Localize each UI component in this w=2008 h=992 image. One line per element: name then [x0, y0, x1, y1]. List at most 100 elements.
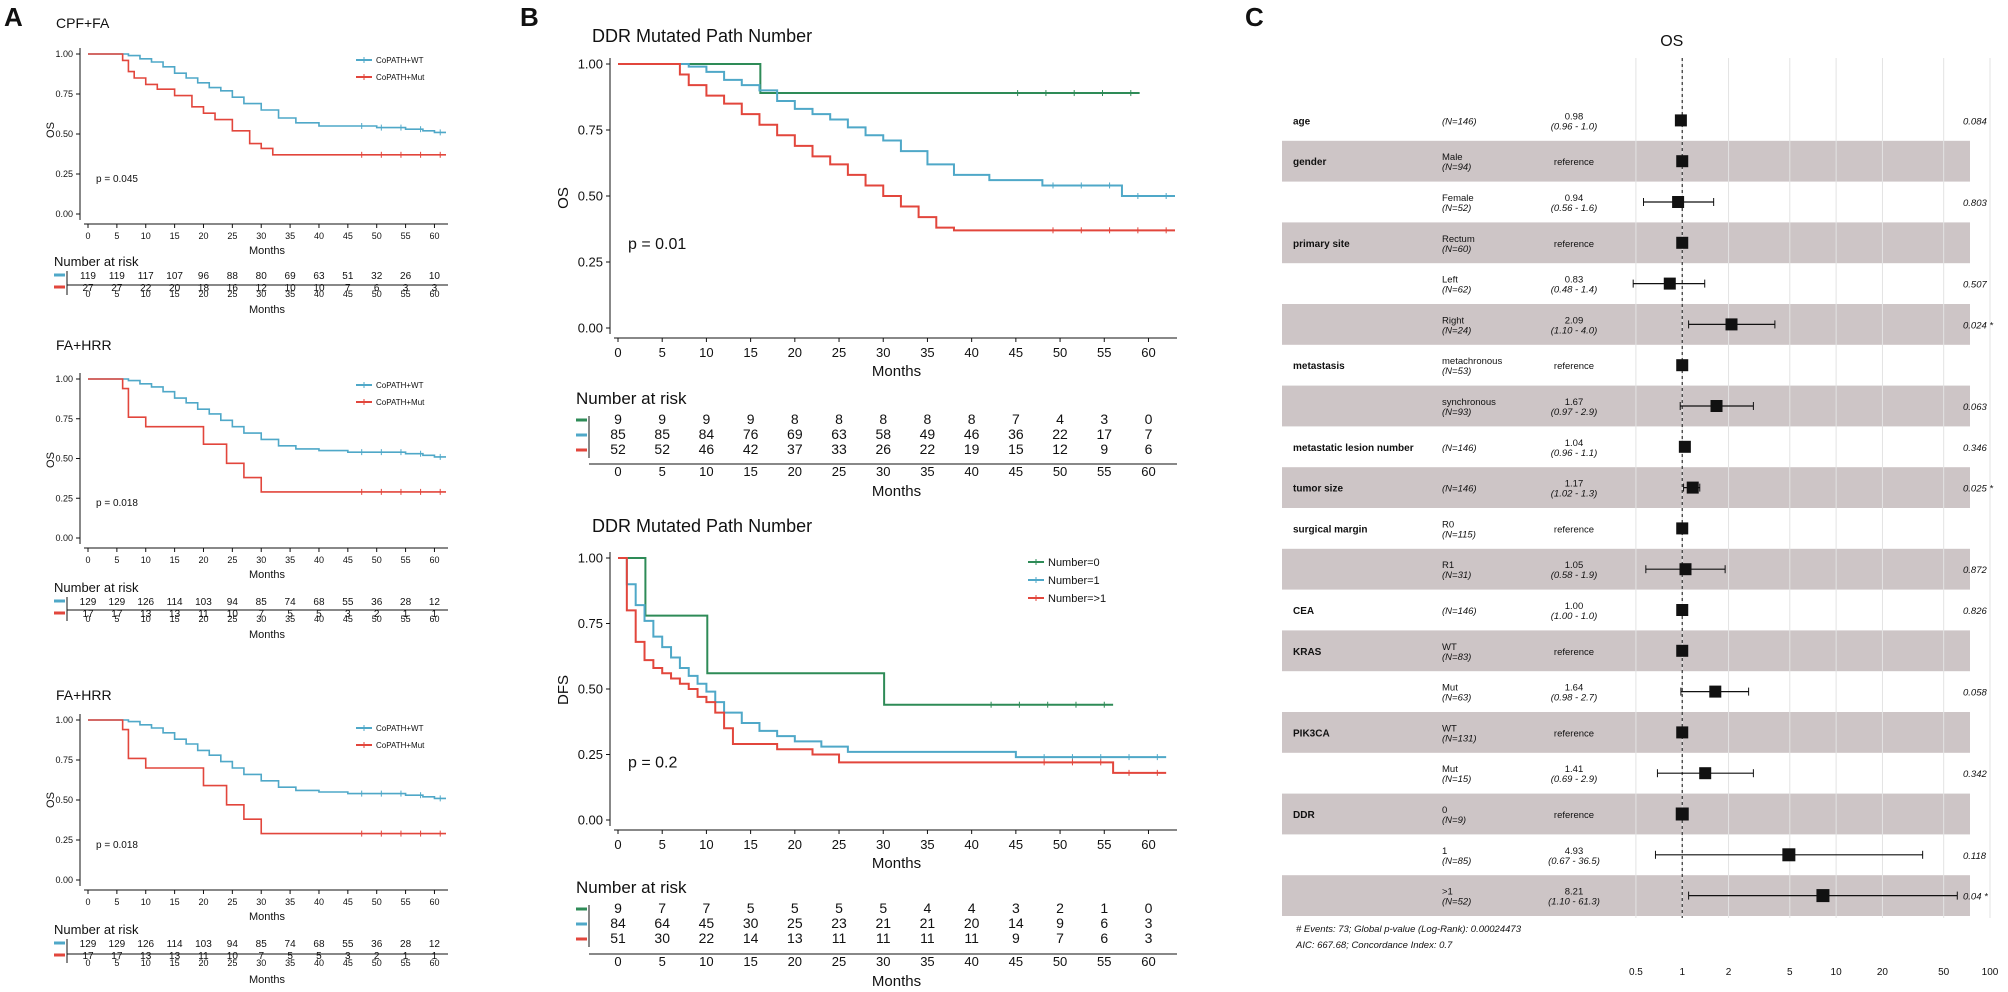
level-label: Rectum	[1442, 234, 1475, 245]
x-tick-label: 40	[314, 897, 324, 907]
risk-x-tick-label: 50	[1053, 464, 1067, 479]
ci-label: (0.48 - 1.4)	[1551, 285, 1597, 296]
p-label: 0.803	[1963, 198, 1987, 209]
risk-value: 51	[342, 271, 354, 282]
risk-value: 21	[875, 915, 891, 931]
y-tick-label: 0.00	[55, 209, 73, 219]
hr-label: reference	[1554, 361, 1594, 372]
x-tick-label: 15	[170, 231, 180, 241]
hr-label: reference	[1554, 239, 1594, 250]
risk-x-tick-label: 5	[659, 464, 666, 479]
y-tick-label: 0.50	[578, 189, 603, 204]
risk-value: 119	[80, 271, 96, 282]
p-value: p = 0.2	[628, 755, 677, 772]
risk-value: 96	[198, 271, 210, 282]
km-curve-CoPATH+WT	[88, 53, 446, 134]
risk-x-tick-label: 0	[614, 954, 621, 969]
p-value: p = 0.045	[96, 174, 138, 185]
risk-title: Number at risk	[576, 389, 687, 408]
risk-value: 8	[879, 411, 887, 427]
km-curve-Number=>1	[618, 557, 1167, 774]
ci-label: (0.96 - 1.0)	[1551, 121, 1597, 132]
level-label: Right	[1442, 315, 1465, 326]
risk-value: 94	[227, 597, 239, 608]
risk-x-tick-label: 45	[1009, 954, 1023, 969]
risk-value: 12	[429, 939, 441, 950]
hr-label: reference	[1554, 647, 1594, 658]
y-tick-label: 1.00	[578, 57, 603, 72]
risk-x-tick-label: 10	[141, 614, 151, 624]
risk-value: 11	[876, 930, 891, 946]
risk-value: 33	[831, 441, 847, 457]
km-curve-Number=0	[618, 557, 1114, 706]
hr-label: reference	[1554, 524, 1594, 535]
row-shade	[1282, 712, 1970, 753]
risk-value: 11	[920, 930, 935, 946]
hr-marker	[1676, 522, 1689, 535]
n-label: (N=9)	[1442, 815, 1466, 826]
risk-x-tick-label: 20	[198, 614, 208, 624]
risk-value: 5	[835, 900, 843, 916]
x-tick-label: 45	[1009, 837, 1023, 852]
risk-value: 129	[109, 597, 126, 608]
risk-value: 2	[374, 609, 380, 620]
risk-x-tick-label: 25	[227, 614, 237, 624]
hr-label: 1.04	[1565, 438, 1584, 449]
forest-x-tick-label: 10	[1831, 967, 1843, 978]
risk-value: 129	[80, 939, 97, 950]
risk-value: 114	[167, 939, 183, 950]
y-tick-label: 0.75	[578, 616, 603, 631]
risk-value: 52	[610, 441, 626, 457]
risk-x-tick-label: 25	[227, 289, 237, 299]
x-tick-label: 50	[1053, 837, 1067, 852]
risk-x-tick-label: 50	[372, 289, 382, 299]
km-curve-CoPATH+Mut	[88, 719, 446, 835]
hr-marker	[1675, 807, 1689, 821]
level-label: Male	[1442, 152, 1463, 163]
risk-value: 1	[432, 951, 438, 962]
hr-marker	[1672, 196, 1685, 208]
risk-value: 94	[227, 939, 239, 950]
risk-x-tick-label: 10	[699, 954, 713, 969]
risk-value: 13	[140, 609, 152, 620]
risk-value: 68	[313, 939, 325, 950]
risk-value: 46	[699, 441, 715, 457]
risk-value: 10	[285, 283, 297, 294]
hr-label: reference	[1554, 157, 1594, 168]
y-tick-label: 1.00	[578, 551, 603, 566]
x-tick-label: 5	[659, 345, 666, 360]
x-tick-label: 40	[314, 555, 324, 565]
x-tick-label: 0	[85, 231, 90, 241]
risk-value: 5	[316, 951, 322, 962]
risk-x-tick-label: 35	[920, 464, 934, 479]
risk-x-tick-label: 50	[372, 958, 382, 968]
y-tick-label: 0.75	[55, 755, 73, 765]
y-tick-label: 0.25	[55, 169, 73, 179]
legend-label: Number=0	[1048, 557, 1100, 569]
risk-value: 85	[610, 426, 626, 442]
risk-value: 30	[654, 930, 670, 946]
km-plot-B1: DDR Mutated Path Number 0.00 0.25 0.50 0.75 1…	[555, 26, 1177, 500]
x-tick-label: 35	[920, 345, 934, 360]
risk-value: 117	[138, 271, 154, 282]
risk-x-tick-label: 20	[198, 958, 208, 968]
risk-x-tick-label: 30	[876, 464, 890, 479]
forest-x-tick-label: 20	[1877, 967, 1889, 978]
risk-value: 7	[258, 609, 264, 620]
risk-x-axis-label: Months	[872, 483, 921, 500]
level-label: WT	[1442, 723, 1457, 734]
x-tick-label: 50	[372, 555, 382, 565]
risk-value: 9	[614, 411, 622, 427]
x-tick-label: 0	[614, 345, 621, 360]
x-tick-label: 25	[832, 345, 846, 360]
risk-value: 3	[1100, 411, 1108, 427]
risk-value: 84	[610, 915, 626, 931]
n-label: (N=63)	[1442, 693, 1471, 704]
risk-x-tick-label: 5	[114, 289, 119, 299]
legend-label: Number=>1	[1048, 593, 1106, 605]
hr-marker	[1674, 114, 1687, 127]
x-tick-label: 55	[1097, 837, 1111, 852]
ci-label: (1.02 - 1.3)	[1551, 489, 1597, 500]
risk-x-tick-label: 10	[141, 958, 151, 968]
risk-title: Number at risk	[54, 254, 139, 269]
